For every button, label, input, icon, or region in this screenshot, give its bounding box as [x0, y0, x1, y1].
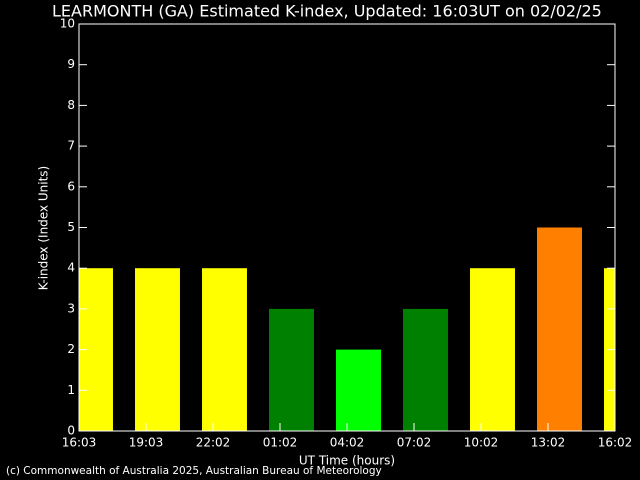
y-tick-label: 2	[67, 342, 75, 356]
x-tick-label: 22:02	[196, 436, 231, 450]
y-tick-label: 7	[67, 139, 75, 153]
y-tick-label: 10	[60, 17, 75, 31]
y-tick-label: 4	[67, 261, 75, 275]
y-tick-label: 9	[67, 57, 75, 71]
bar	[269, 308, 314, 431]
x-tick-label: 16:03	[62, 436, 97, 450]
x-tick-label: 16:02	[598, 436, 633, 450]
y-tick-label: 0	[67, 424, 75, 438]
x-tick-label: 01:02	[263, 436, 298, 450]
y-axis-label: K-index (Index Units)	[37, 166, 51, 290]
x-tick-label: 10:02	[464, 436, 499, 450]
y-tick-label: 5	[67, 220, 75, 234]
x-tick-label: 07:02	[397, 436, 432, 450]
x-axis-label: UT Time (hours)	[299, 454, 395, 468]
y-tick-label: 3	[67, 301, 75, 315]
bar	[403, 308, 448, 431]
credit: (c) Commonwealth of Australia 2025, Aust…	[6, 465, 382, 477]
x-tick-label: 04:02	[330, 436, 365, 450]
chart-title: LEARMONTH (GA) Estimated K-index, Update…	[52, 2, 602, 21]
y-tick-label: 8	[67, 98, 75, 112]
y-tick-label: 6	[67, 179, 75, 193]
bars	[79, 227, 615, 431]
x-tick-label: 13:02	[531, 436, 566, 450]
bar	[537, 227, 582, 431]
bar	[336, 349, 381, 431]
x-tick-label: 19:03	[129, 436, 164, 450]
bar	[202, 268, 247, 431]
y-tick-label: 1	[67, 383, 75, 397]
bar	[135, 268, 180, 431]
bar	[470, 268, 515, 431]
